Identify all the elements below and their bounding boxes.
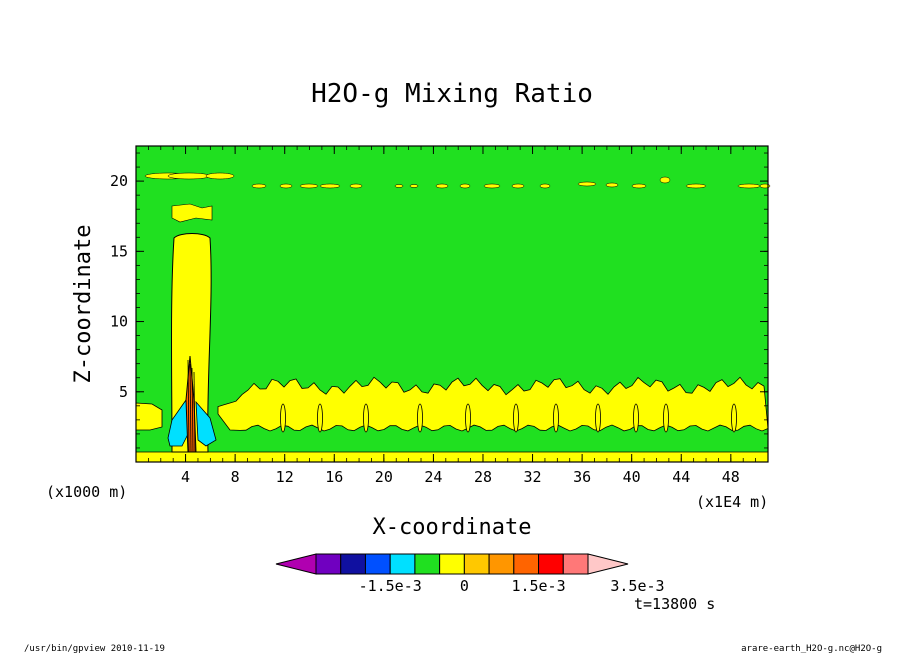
x-tick-label: 36	[573, 468, 591, 486]
upper-blob	[279, 183, 293, 189]
upper-blob	[459, 183, 471, 189]
upper-blob	[409, 184, 419, 188]
upper-blob	[435, 183, 449, 189]
colorbar-label: -1.5e-3	[359, 577, 422, 595]
x-tick-label: 8	[231, 468, 240, 486]
plume	[171, 233, 212, 453]
upper-blob	[349, 183, 363, 189]
colorbar-swatch	[513, 553, 540, 575]
x-tick-label: 40	[623, 468, 641, 486]
upper-blob	[319, 183, 341, 189]
colorbar-swatch	[364, 553, 391, 575]
upper-blob	[631, 183, 647, 189]
core-contour	[187, 359, 190, 453]
moisture-layer	[217, 376, 769, 432]
colorbar-swatch	[340, 553, 366, 575]
cell-contour	[363, 403, 369, 433]
y-tick-label: 20	[110, 172, 128, 190]
colorbar-swatch	[439, 553, 465, 575]
cell-contour	[317, 403, 323, 433]
colorbar-swatch	[538, 553, 564, 575]
colorbar-swatch	[414, 553, 441, 575]
y-tick-label: 10	[110, 313, 128, 331]
colorbar-swatch	[315, 553, 342, 575]
time-label: t=13800 s	[634, 595, 715, 613]
colorbar-label: 1.5e-3	[511, 577, 565, 595]
cell-contour	[553, 403, 559, 433]
footer-right: arare-earth_H2O-g.nc@H2O-g	[741, 644, 882, 654]
upper-blob	[737, 183, 761, 189]
x-tick-label: 4	[181, 468, 190, 486]
y-axis-label: Z-coordinate	[71, 225, 96, 384]
x-tick-label: 20	[375, 468, 393, 486]
x-axis-label: X-coordinate	[373, 515, 532, 540]
upper-blob	[205, 172, 235, 180]
core-contour	[189, 363, 192, 453]
x-tick-label: 28	[474, 468, 492, 486]
moisture-surface	[136, 452, 768, 462]
colorbar-swatch	[389, 553, 416, 575]
cell-contour	[595, 403, 601, 433]
colorbar-extend-low	[275, 553, 317, 575]
colorbar-extend-high	[587, 553, 629, 575]
y-tick-label: 15	[110, 242, 128, 260]
upper-blob	[394, 184, 404, 188]
anomaly-right	[195, 400, 217, 447]
upper-blob	[167, 172, 211, 180]
core-contour	[191, 367, 194, 453]
x-tick-label: 16	[325, 468, 343, 486]
x-tick-label: 44	[672, 468, 690, 486]
chart-title: H2O-g Mixing Ratio	[311, 79, 593, 109]
y-tick-label: 5	[119, 383, 128, 401]
cell-contour	[731, 403, 737, 433]
cell-contour	[280, 403, 286, 433]
colorbar-label: 3.5e-3	[610, 577, 664, 595]
upper-blob	[483, 183, 501, 189]
upper-blob	[251, 183, 267, 189]
upper-blob	[299, 183, 319, 189]
x-tick-label: 12	[276, 468, 294, 486]
upper-patch	[171, 203, 213, 223]
cell-contour	[513, 403, 519, 433]
x-tick-label: 32	[524, 468, 542, 486]
upper-blob	[659, 176, 671, 184]
cell-contour	[465, 403, 471, 433]
core-contour	[193, 371, 196, 453]
x-unit-right: (x1E4 m)	[696, 493, 768, 511]
colorbar-swatch	[488, 553, 515, 575]
x-tick-label: 24	[424, 468, 442, 486]
colorbar-label: 0	[460, 577, 469, 595]
cell-contour	[417, 403, 423, 433]
plot-frame	[135, 145, 769, 463]
upper-blob	[511, 183, 525, 189]
colorbar-swatch	[463, 553, 490, 575]
upper-blob	[605, 182, 619, 188]
upper-blob	[539, 183, 551, 189]
upper-blob	[685, 183, 707, 189]
x-unit-left: (x1000 m)	[46, 483, 127, 501]
colorbar-swatch	[562, 553, 589, 575]
upper-blob	[577, 181, 597, 187]
colorbar: -1.5e-3 0 1.5e-3 3.5e-3	[275, 553, 665, 595]
cell-contour	[633, 403, 639, 433]
footer-left: /usr/bin/gpview 2010-11-19	[24, 644, 165, 654]
x-tick-label: 48	[722, 468, 740, 486]
cell-contour	[663, 403, 669, 433]
